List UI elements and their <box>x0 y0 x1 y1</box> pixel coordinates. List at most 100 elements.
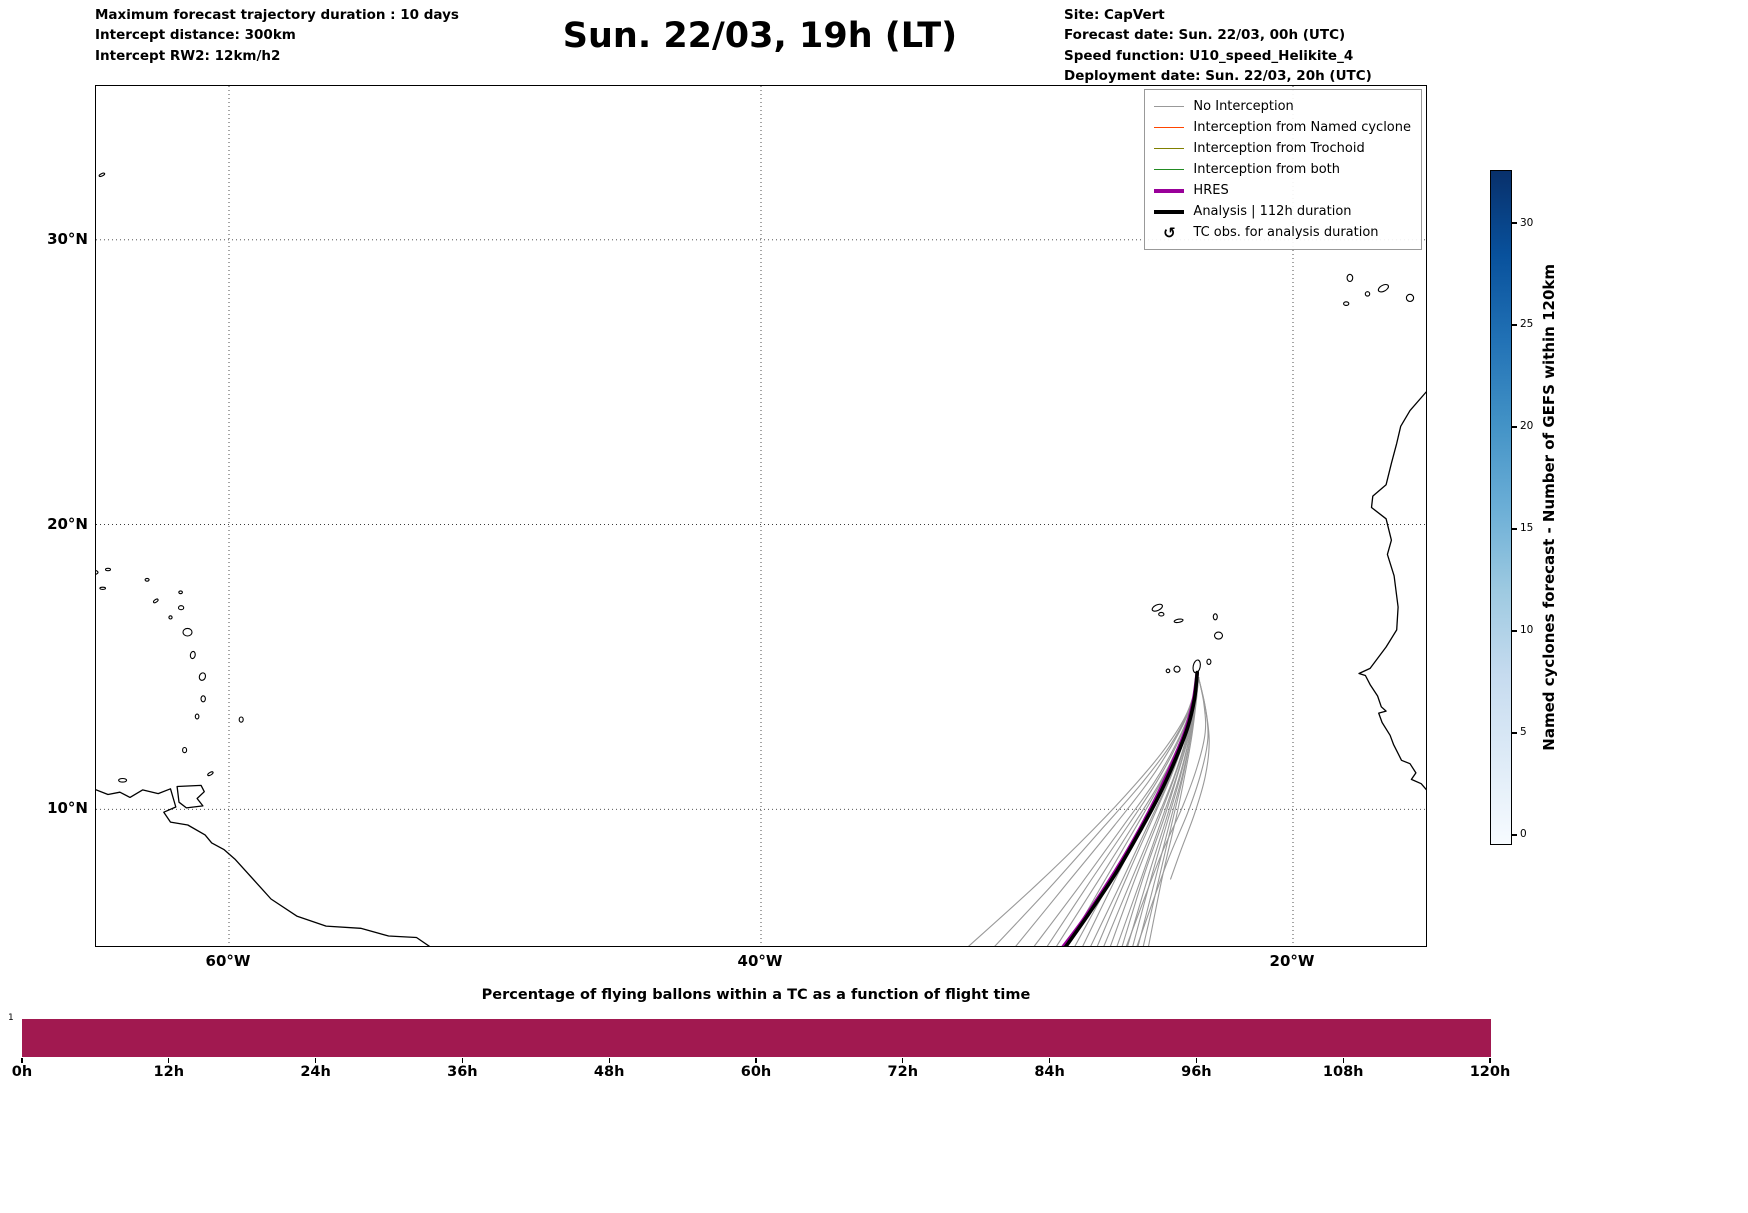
site-line: Site: CapVert <box>1064 7 1165 23</box>
island-st-vincent <box>194 713 200 720</box>
island-barbados <box>238 716 244 723</box>
colorbar-tick-label: 25 <box>1520 318 1534 331</box>
intercept-rw2-line: Intercept RW2: 12km/h2 <box>95 47 281 64</box>
island-st-kitts <box>152 598 159 604</box>
legend-item: Analysis | 112h duration <box>1154 201 1411 222</box>
colorbar-tick-mark <box>1512 834 1517 836</box>
lon-tick-label: 60°W <box>205 952 251 970</box>
legend-line-sample <box>1154 148 1185 149</box>
lat-tick-label: 20°N <box>47 514 88 533</box>
trajectory-gefs-member <box>1125 677 1207 946</box>
trajectory-gefs-member <box>994 677 1200 946</box>
colorbar-gradient <box>1490 170 1512 845</box>
flight-time-tick-mark <box>1049 1058 1051 1063</box>
trajectory-map: No Interception Interception from Named c… <box>95 85 1427 947</box>
legend-item: HRES <box>1154 180 1411 201</box>
flight-chart-bar-area <box>22 1019 1491 1057</box>
colorbar-tick-mark <box>1512 528 1517 530</box>
flight-time-tick-label: 24h <box>300 1064 331 1080</box>
island-boa-vista <box>1213 631 1224 640</box>
island-st-croix <box>99 586 107 590</box>
trajectory-gefs-member <box>1066 677 1200 946</box>
flight-chart-y-tick: 1 <box>8 1013 14 1023</box>
colorbar-tick-label: 0 <box>1520 828 1527 841</box>
speed-function-line: Speed function: U10_speed_Helikite_4 <box>1064 47 1354 64</box>
flight-time-tick-mark <box>755 1058 757 1063</box>
island-sao-nicolau <box>1173 618 1184 624</box>
trajectory-gefs-member <box>1170 677 1210 880</box>
trajectory-analysis <box>1063 670 1199 946</box>
legend-item: Interception from Named cyclone <box>1154 117 1411 138</box>
legend-item-label: Interception from Trochoid <box>1193 141 1365 156</box>
flight-time-tick-mark <box>902 1058 904 1063</box>
legend-item-label: Interception from Named cyclone <box>1193 120 1411 135</box>
island-santo-antao <box>1151 603 1163 612</box>
flight-time-tick-mark <box>1342 1058 1344 1063</box>
trajectory-gefs-member <box>968 677 1200 946</box>
bar-segment <box>822 1019 957 1057</box>
legend-line-sample <box>1154 188 1185 193</box>
island-martinique <box>198 672 207 681</box>
map-legend: No Interception Interception from Named c… <box>1144 89 1422 250</box>
lon-tick-label: 20°W <box>1269 952 1315 970</box>
island-dominica <box>189 650 196 660</box>
flight-time-tick-mark <box>1195 1058 1198 1063</box>
island-gran-canaria <box>1405 293 1415 303</box>
max-duration-line: Maximum forecast trajectory duration : 1… <box>95 7 459 23</box>
flight-time-tick-label: 108h <box>1322 1064 1364 1080</box>
bar-segment <box>1356 1019 1491 1057</box>
lat-tick-label: 30°N <box>47 229 88 248</box>
island-margarita <box>118 777 128 783</box>
map-canvas <box>96 86 1426 946</box>
flight-time-tick-mark <box>1489 1058 1491 1063</box>
legend-item-label: HRES <box>1193 183 1229 198</box>
flight-time-tick-label: 120h <box>1469 1064 1511 1080</box>
forecast-date-line: Forecast date: Sun. 22/03, 00h (UTC) <box>1064 27 1346 44</box>
deployment-date-line: Deployment date: Sun. 22/03, 20h (UTC) <box>1064 67 1372 84</box>
colorbar-tick-label: 5 <box>1520 726 1527 739</box>
flight-time-tick-label: 96h <box>1181 1064 1212 1080</box>
trajectory-gefs-member <box>1082 677 1200 946</box>
islands <box>96 172 1415 783</box>
colorbar-tick-mark <box>1512 222 1517 224</box>
island-st-martin <box>144 577 150 582</box>
colorbar-label-wrap: Named cyclones forecast - Number of GEFS… <box>1538 170 1560 845</box>
island-sal <box>1212 613 1218 621</box>
flight-chart-title: Percentage of flying ballons within a TC… <box>481 987 1031 1003</box>
run-parameters: Maximum forecast trajectory duration : 1… <box>95 5 459 66</box>
island-el-hierro <box>1343 301 1350 306</box>
trajectory-gefs-member <box>1033 677 1200 946</box>
trajectories <box>968 670 1210 946</box>
colorbar-tick-mark <box>1512 426 1517 428</box>
flight-time-tick-mark <box>461 1058 464 1063</box>
flight-time-tick-label: 12h <box>153 1064 185 1080</box>
colorbar-tick-label: 15 <box>1520 522 1534 535</box>
island-tenerife <box>1377 283 1390 293</box>
coastline-south-america <box>96 788 431 946</box>
island-st-lucia <box>200 695 206 703</box>
intercept-distance-line: Intercept distance: 300km <box>95 27 296 44</box>
legend-line-sample <box>1154 169 1185 170</box>
island-la-palma <box>1346 273 1354 283</box>
colorbar-label: Named cyclones forecast - Number of GEFS… <box>1540 264 1558 751</box>
island-la-gomera <box>1364 291 1371 297</box>
island-barbuda <box>178 590 183 595</box>
island-sao-vicente <box>1158 611 1165 617</box>
trajectory-gefs-member <box>1046 677 1200 946</box>
island-brava <box>1165 668 1171 674</box>
bar-segment <box>1089 1019 1224 1057</box>
lat-tick-label: 10°N <box>47 799 88 818</box>
legend-line-sample <box>1154 127 1185 128</box>
tc-obs-icon: ↺ <box>1163 223 1176 242</box>
colorbar-tick-mark <box>1512 324 1517 326</box>
bar-segment <box>956 1019 1091 1057</box>
flight-time-tick-label: 84h <box>1034 1064 1065 1080</box>
colorbar-tick-label: 20 <box>1520 420 1534 433</box>
bar-segment <box>288 1019 423 1057</box>
legend-item-label: No Interception <box>1193 99 1294 114</box>
island-fogo <box>1173 665 1181 673</box>
island-tobago <box>207 771 214 777</box>
legend-item-label: TC obs. for analysis duration <box>1193 225 1379 240</box>
flight-time-tick-label: 36h <box>447 1064 478 1080</box>
